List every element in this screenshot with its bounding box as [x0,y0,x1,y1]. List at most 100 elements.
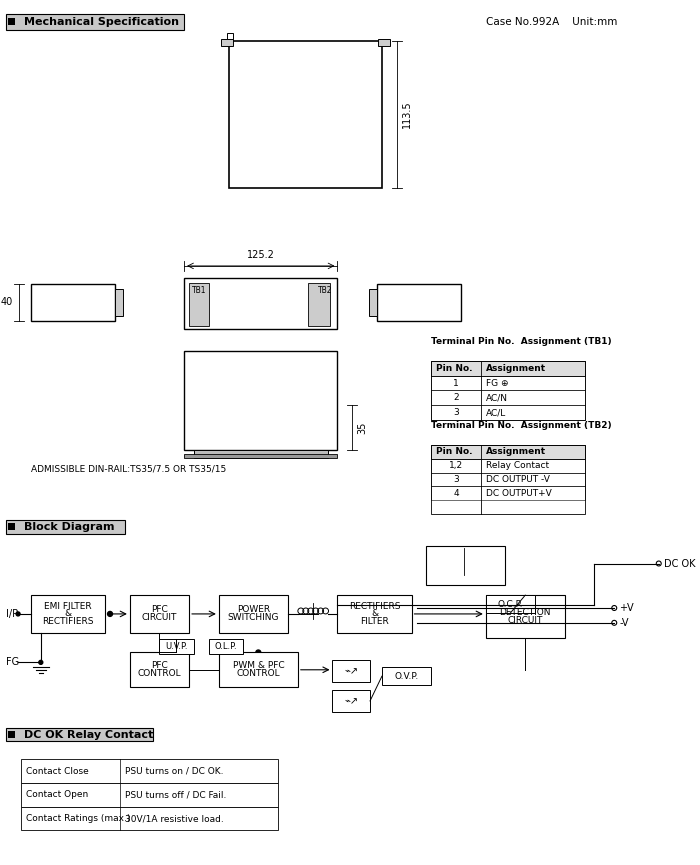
Circle shape [441,290,448,297]
Text: FILTER: FILTER [360,618,389,626]
Bar [382,667,431,685]
Text: &: & [371,610,378,618]
Bar [431,406,584,420]
Text: 1,2: 1,2 [449,461,463,470]
Bar [21,807,278,830]
Circle shape [387,300,394,307]
Text: Assignment: Assignment [486,447,546,456]
Text: I/P: I/P [6,609,18,619]
Text: Relay Contact: Relay Contact [486,461,549,470]
Text: ⌁↗: ⌁↗ [344,666,358,676]
Text: Pin No.: Pin No. [436,364,473,373]
Bar [6,520,125,534]
Text: DC OK: DC OK [664,559,695,568]
Bar [431,390,584,406]
Text: CIRCUIT: CIRCUIT [142,613,177,623]
Circle shape [38,660,43,664]
Bar [308,283,330,326]
Bar [220,39,232,47]
Bar [184,454,337,458]
Bar [431,445,584,514]
Bar [115,289,123,317]
Bar [369,289,377,317]
Text: RECTIFIERS: RECTIFIERS [349,601,400,611]
Bar [227,33,232,39]
Text: FG: FG [6,657,20,668]
Circle shape [387,290,394,297]
Bar [21,783,278,807]
Circle shape [98,290,104,297]
Text: Assignment: Assignment [486,364,546,373]
Text: SWITCHING: SWITCHING [228,613,279,623]
Circle shape [396,310,403,317]
Bar [426,546,505,586]
Circle shape [414,290,421,297]
Circle shape [71,290,78,297]
Text: 1: 1 [453,379,459,388]
Bar [130,595,189,632]
Text: O.C.P.: O.C.P. [498,599,523,609]
Text: 113.5: 113.5 [402,101,412,128]
Circle shape [53,300,60,307]
Text: Terminal Pin No.  Assignment (TB2): Terminal Pin No. Assignment (TB2) [431,421,612,430]
Text: U.V.P.: U.V.P. [165,642,188,651]
Text: CIRCUIT: CIRCUIT [508,616,543,625]
Text: ADMISSIBLE DIN-RAIL:TS35/7.5 OR TS35/15: ADMISSIBLE DIN-RAIL:TS35/7.5 OR TS35/15 [31,465,226,474]
Text: DC OUTPUT+V: DC OUTPUT+V [486,489,552,497]
Circle shape [396,290,403,297]
Circle shape [62,300,69,307]
Text: 2: 2 [453,394,459,402]
Circle shape [36,300,42,307]
Circle shape [387,310,394,317]
Circle shape [432,290,439,297]
Circle shape [53,310,60,317]
Circle shape [44,290,51,297]
Circle shape [405,310,412,317]
Text: PFC: PFC [151,606,168,614]
Circle shape [89,300,96,307]
Text: TB1: TB1 [192,285,206,295]
Text: PFC: PFC [151,662,168,670]
Circle shape [16,612,20,616]
Circle shape [80,300,87,307]
Circle shape [405,300,412,307]
Text: ⌁↗: ⌁↗ [344,696,358,706]
Circle shape [256,650,261,655]
Text: Contact Close: Contact Close [26,766,89,776]
Bar [8,731,15,738]
Text: CONTROL: CONTROL [237,670,280,678]
Bar [184,278,337,330]
Circle shape [44,300,51,307]
Bar [431,361,584,420]
Circle shape [44,310,51,317]
Bar [229,42,382,188]
Bar [194,450,328,458]
Text: EMI FILTER: EMI FILTER [44,601,92,611]
Bar [486,595,536,613]
Text: 35: 35 [357,422,368,434]
Circle shape [71,300,78,307]
Text: 125.2: 125.2 [247,250,274,260]
Circle shape [36,310,42,317]
Circle shape [423,300,430,307]
Bar [431,445,584,458]
Circle shape [441,310,448,317]
Circle shape [441,300,448,307]
Text: CONTROL: CONTROL [138,670,181,678]
Bar [486,595,565,638]
Bar [332,660,370,682]
Bar [130,652,189,687]
Circle shape [414,300,421,307]
Bar [189,283,209,326]
Circle shape [89,290,96,297]
Bar [31,595,105,632]
Text: &: & [64,610,71,618]
Circle shape [62,310,69,317]
Text: PSU turns on / DC OK.: PSU turns on / DC OK. [125,766,223,776]
Text: Mechanical Specification: Mechanical Specification [24,16,179,27]
Circle shape [36,290,42,297]
Bar [431,361,584,375]
Text: O.V.P.: O.V.P. [395,672,419,681]
Circle shape [315,316,323,324]
Circle shape [379,310,386,317]
